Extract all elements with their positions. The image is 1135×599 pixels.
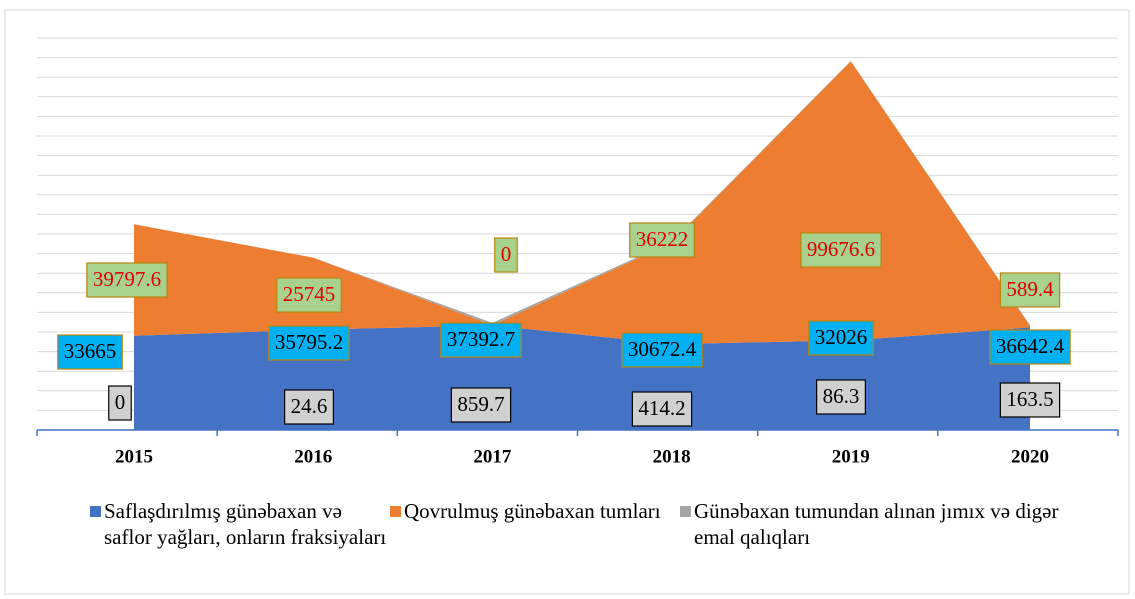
legend-label: Saflaşdırılmış günəbaxan və saflor yağla…: [104, 499, 387, 549]
x-tick-label: 2017: [473, 446, 512, 467]
legend-item: Qovrulmuş günəbaxan tumları: [390, 498, 680, 550]
data-label: 30672.4: [628, 337, 697, 361]
data-label-box: [999, 382, 1061, 418]
data-label-box: [629, 222, 695, 258]
data-label: 163.5: [1006, 387, 1053, 411]
legend-swatch: [390, 506, 401, 517]
data-label: 39797.6: [93, 267, 161, 291]
x-tick-label: 2016: [294, 446, 332, 467]
legend-label: Günəbaxan tumundan alınan jımıx və digər…: [694, 499, 1059, 549]
data-label: 25745: [283, 282, 336, 306]
data-label-box: [621, 332, 703, 368]
data-label: 36642.4: [996, 334, 1065, 358]
data-label-box: [450, 387, 512, 423]
data-label: 36222: [636, 227, 689, 251]
area: [134, 61, 1030, 345]
data-label-box: [284, 389, 334, 425]
legend-item: Saflaşdırılmış günəbaxan və saflor yağla…: [90, 498, 390, 550]
data-label-box: [494, 237, 518, 273]
data-label: 99676.6: [807, 237, 875, 261]
legend-label: Qovrulmuş günəbaxan tumları: [404, 499, 661, 523]
data-label-box: [808, 320, 874, 356]
data-label-box: [86, 262, 168, 298]
data-label-box: [268, 325, 350, 361]
legend: Saflaşdırılmış günəbaxan və saflor yağla…: [90, 498, 1120, 550]
data-label: 859.7: [457, 392, 504, 416]
data-label: 24.6: [291, 394, 328, 418]
x-tick-label: 2019: [832, 446, 870, 467]
data-label: 414.2: [638, 396, 685, 420]
data-label: 32026: [815, 325, 868, 349]
data-label: 37392.7: [447, 327, 515, 351]
x-tick-label: 2015: [115, 446, 153, 467]
data-label: 0: [501, 242, 512, 266]
data-label: 86.3: [823, 384, 860, 408]
data-label-box: [108, 385, 132, 421]
legend-swatch: [90, 506, 101, 517]
x-tick-label: 2018: [653, 446, 691, 467]
data-label: 35795.2: [275, 330, 343, 354]
data-label-box: [276, 277, 342, 313]
data-label: 0: [115, 390, 126, 414]
data-label-box: [800, 232, 882, 268]
data-label-box: [631, 391, 693, 427]
data-label-box: [999, 272, 1061, 308]
x-tick-label: 2020: [1011, 446, 1049, 467]
data-label-box: [57, 334, 123, 370]
data-label-box: [816, 379, 866, 415]
legend-swatch: [680, 506, 691, 517]
data-label-box: [989, 329, 1071, 365]
data-label: 589.4: [1006, 277, 1054, 301]
area: [134, 325, 1030, 430]
data-label: 33665: [64, 339, 117, 363]
data-label-box: [440, 322, 522, 358]
legend-item: Günəbaxan tumundan alınan jımıx və digər…: [680, 498, 1100, 550]
